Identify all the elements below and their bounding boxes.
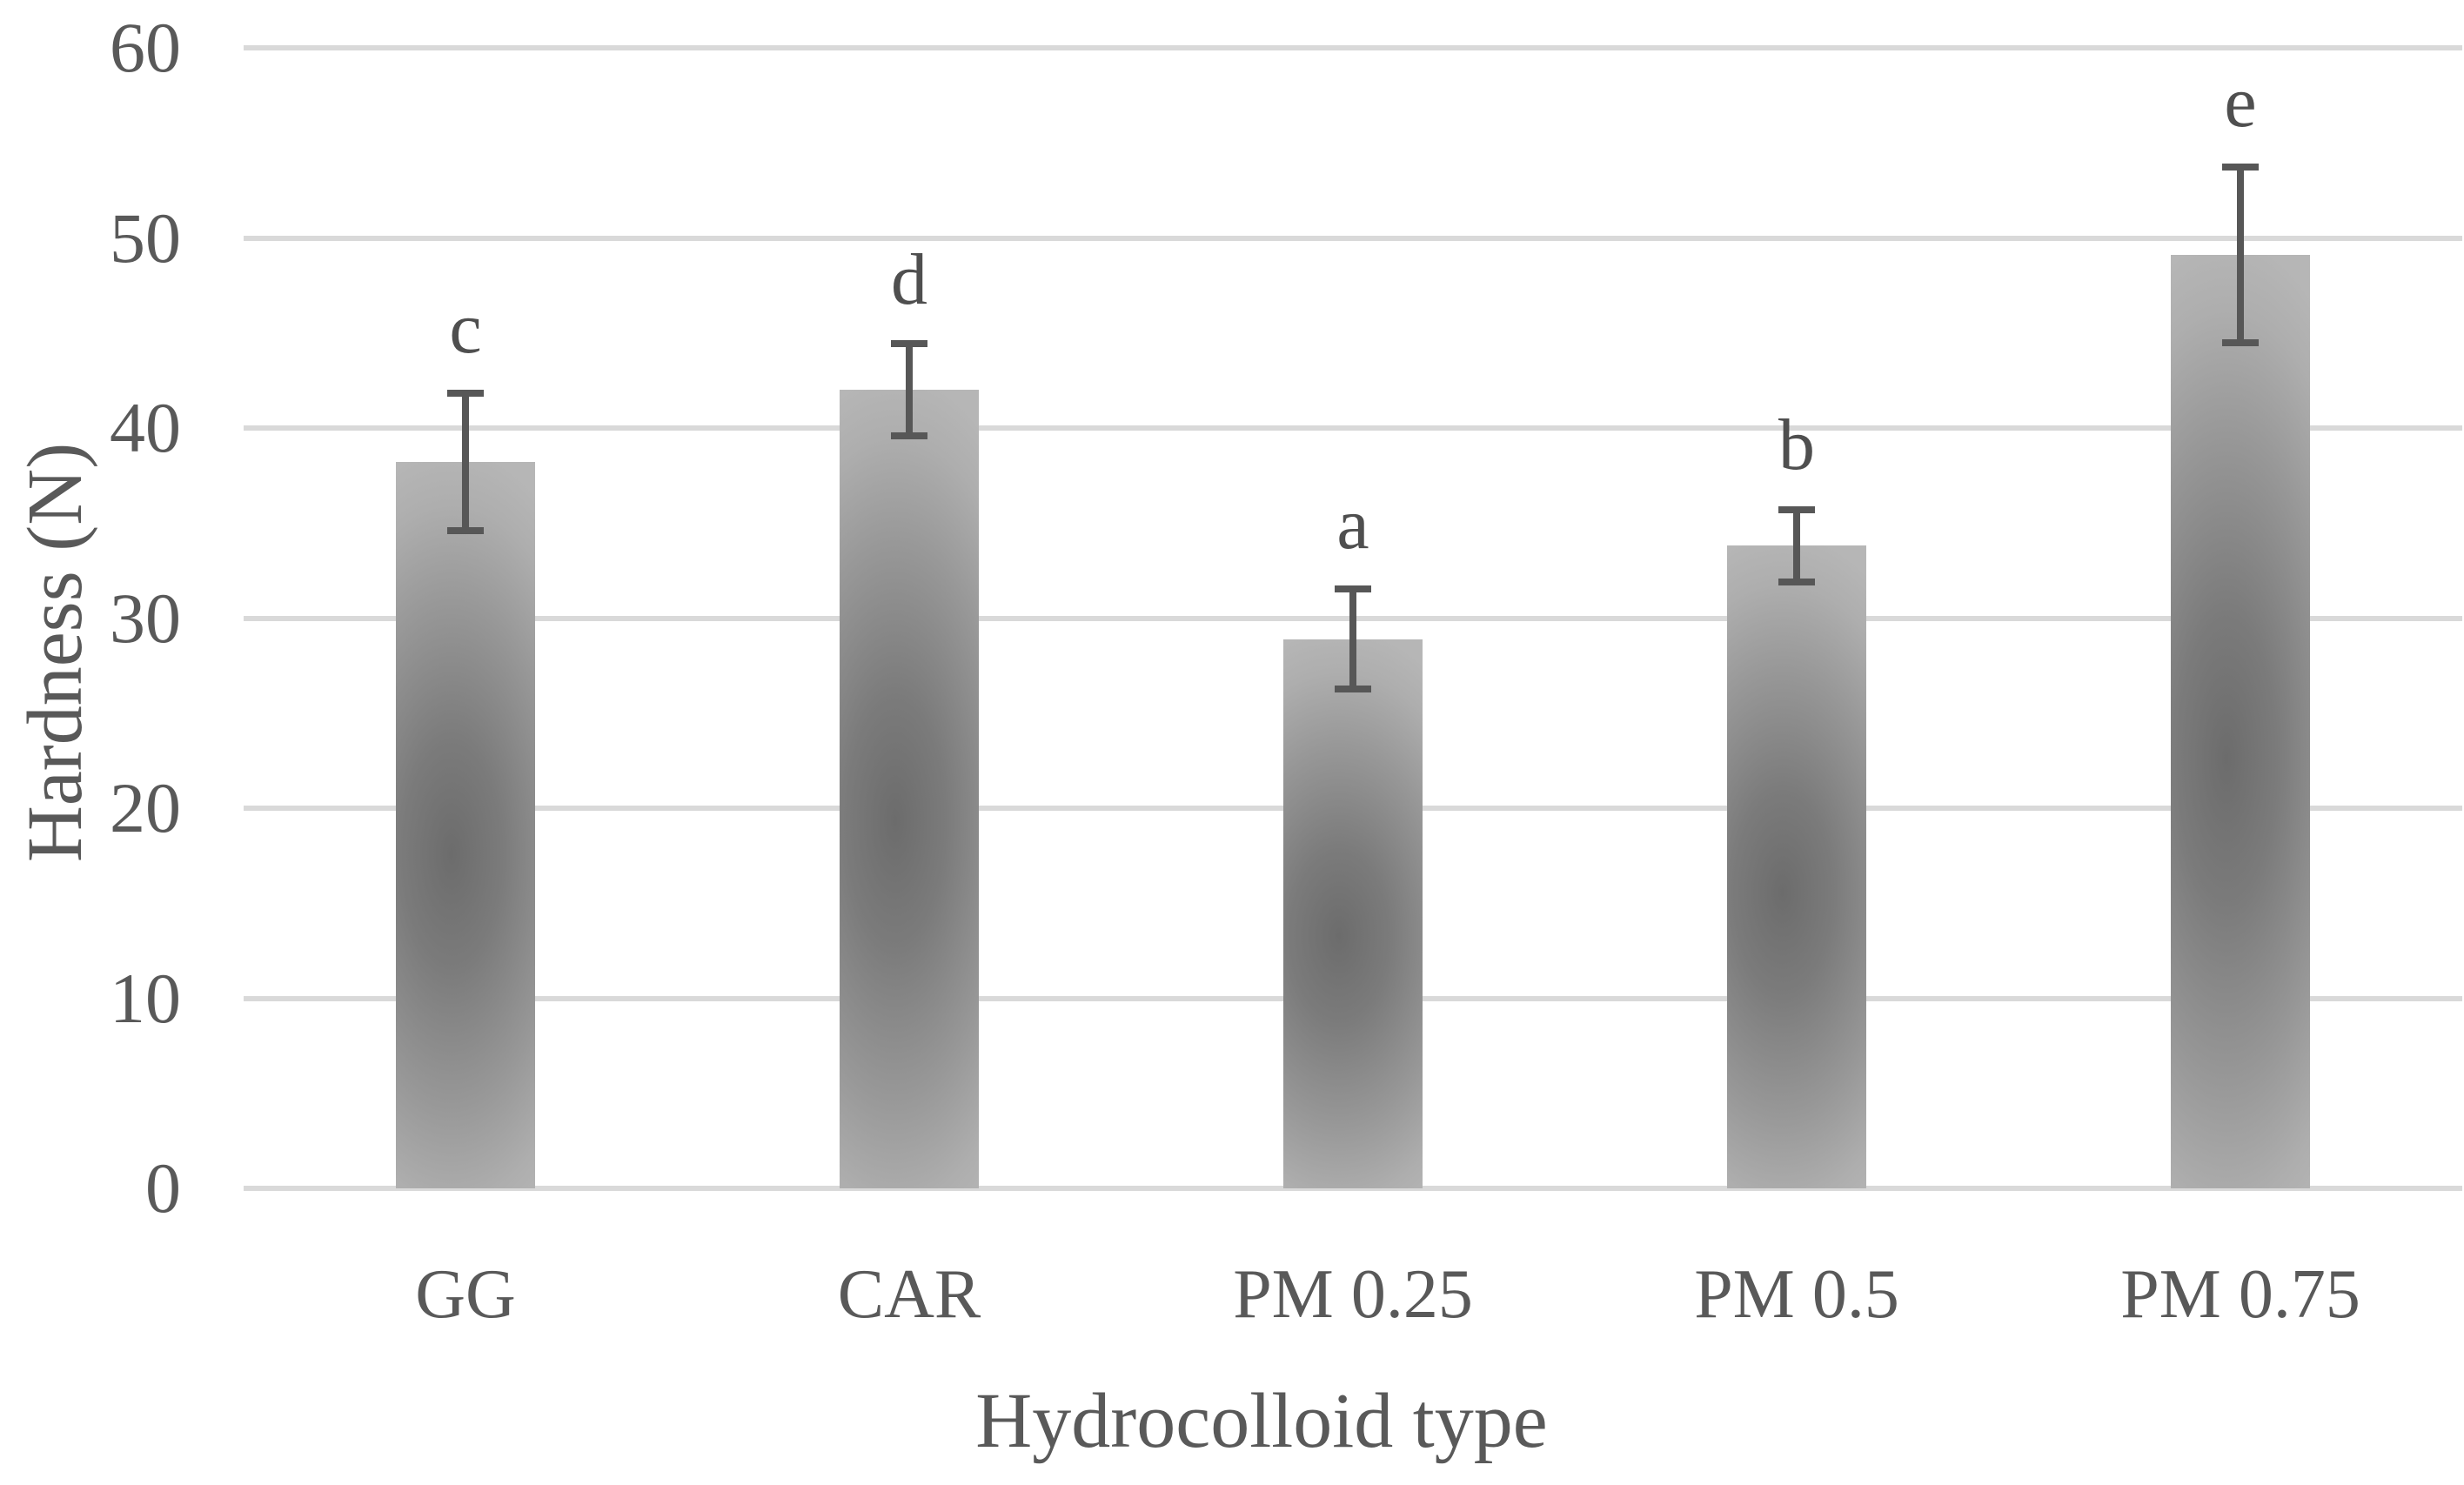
y-tick-label: 10 [110, 958, 181, 1038]
plot-area: c d a b e [244, 45, 2462, 1191]
x-axis-label-gg: GG [415, 1256, 516, 1333]
error-bar-gg [447, 390, 484, 535]
x-axis-label-car: CAR [837, 1256, 981, 1333]
y-tick-label: 20 [110, 768, 181, 847]
gridline-60 [244, 45, 2462, 50]
y-tick-label: 60 [110, 8, 181, 87]
gridline-40 [244, 425, 2462, 431]
error-cap-bottom [891, 432, 927, 440]
bar-pm-0-75 [2171, 255, 2310, 1188]
y-tick-label: 0 [145, 1148, 181, 1227]
y-tick-label: 50 [110, 197, 181, 278]
significance-letter-car: d [891, 238, 927, 320]
y-tick-label: 30 [110, 578, 181, 658]
error-bar-pm-0-5 [1778, 505, 1815, 586]
error-cap-bottom [2222, 339, 2259, 347]
bar-gg [396, 462, 535, 1188]
significance-letter-gg: c [449, 288, 482, 370]
y-tick-label: 40 [110, 388, 181, 467]
error-cap-bottom [1335, 685, 1371, 692]
x-axis-title: Hydrocolloid type [975, 1378, 1548, 1464]
error-cap-bottom [447, 527, 484, 535]
error-stem [462, 390, 469, 535]
error-bar-pm-0-25 [1335, 585, 1371, 692]
error-stem [2237, 164, 2244, 347]
bar-pm-0-25 [1283, 639, 1423, 1188]
error-stem [1793, 505, 1800, 586]
error-stem [1349, 585, 1356, 692]
x-axis-label-pm-0-75: PM 0.75 [2120, 1256, 2360, 1333]
x-axis-label-pm-0-5: PM 0.5 [1694, 1256, 1899, 1333]
error-stem [906, 340, 913, 440]
error-cap-bottom [1778, 579, 1815, 586]
bar-pm-0-5 [1727, 545, 1866, 1188]
significance-letter-pm-0-5: b [1778, 404, 1815, 485]
significance-letter-pm-0-25: a [1336, 484, 1369, 565]
error-bar-car [891, 340, 927, 440]
gridline-50 [244, 235, 2462, 241]
bar-car [840, 390, 979, 1188]
gridline-0 [244, 1186, 2462, 1191]
x-axis-label-pm-0-25: PM 0.25 [1233, 1256, 1473, 1333]
significance-letter-pm-0-75: e [2224, 62, 2257, 144]
error-bar-pm-0-75 [2222, 164, 2259, 347]
